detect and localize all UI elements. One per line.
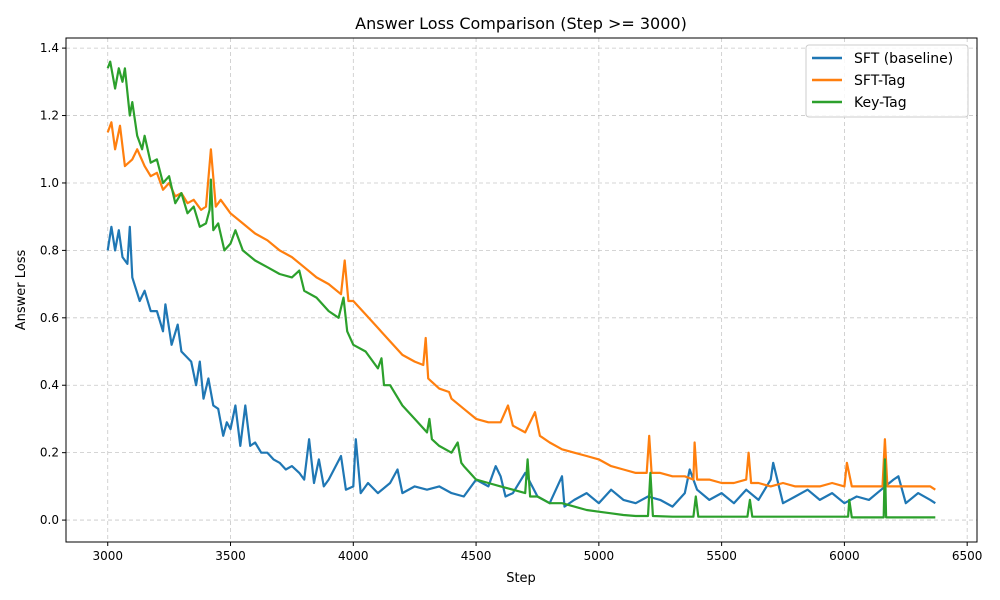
y-axis-label: Answer Loss [14,250,29,331]
y-tick-label: 0.8 [40,243,59,257]
legend-entry: Key-Tag [854,95,907,111]
x-tick-label: 6000 [829,549,860,563]
series-line-key-tag [106,60,936,519]
legend-entry: SFT-Tag [854,73,905,89]
chart-title: Answer Loss Comparison (Step >= 3000) [355,14,687,33]
series-line-sft-baseline- [106,225,936,508]
x-axis-ticks: 3000 3500 4000 4500 5000 5500 6000 6500 [92,542,982,563]
x-tick-label: 6500 [952,549,983,563]
y-tick-label: 1.0 [40,176,59,190]
y-tick-label: 0.0 [40,513,59,527]
y-tick-label: 1.4 [40,41,59,55]
x-tick-label: 5500 [706,549,737,563]
y-tick-label: 0.2 [40,446,59,460]
x-tick-label: 3500 [215,549,246,563]
y-tick-label: 0.4 [40,378,59,392]
x-tick-label: 4000 [338,549,369,563]
y-axis-ticks: 0.0 0.2 0.4 0.6 0.8 1.0 1.2 1.4 [40,41,66,527]
x-axis-label: Step [506,571,536,586]
x-tick-label: 4500 [461,549,492,563]
y-tick-label: 1.2 [40,109,59,123]
legend: SFT (baseline) SFT-Tag Key-Tag [805,44,969,118]
series-line-sft-tag [106,121,936,491]
legend-entry: SFT (baseline) [854,51,953,67]
x-tick-label: 5000 [584,549,615,563]
y-tick-label: 0.6 [40,311,59,325]
x-tick-label: 3000 [92,549,123,563]
series-lines [106,60,936,519]
plot-frame [65,37,978,543]
